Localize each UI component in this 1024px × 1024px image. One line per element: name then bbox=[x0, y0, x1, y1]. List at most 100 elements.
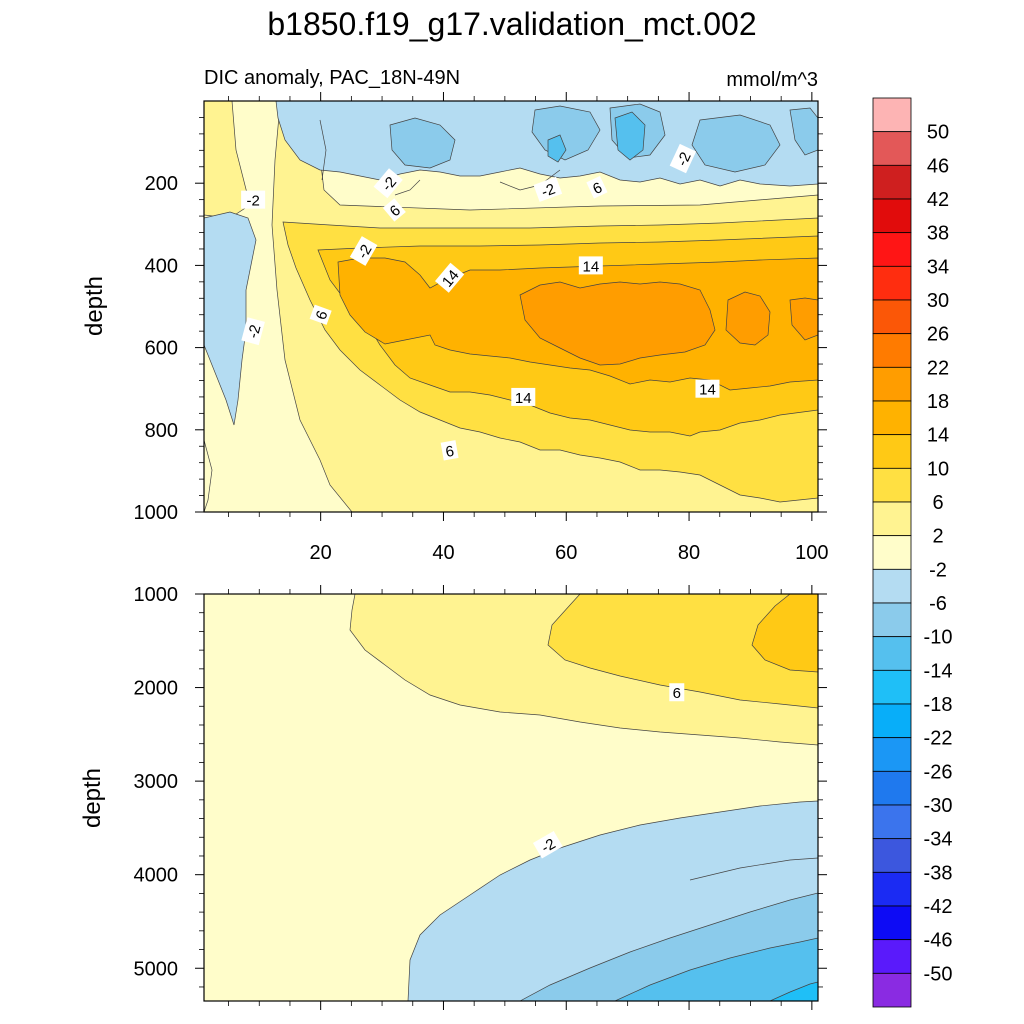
colorbar-level-label: 38 bbox=[927, 223, 949, 245]
contour-label-text: -2 bbox=[539, 181, 557, 202]
colorbar-swatch bbox=[872, 838, 912, 873]
contour-label: 14 bbox=[434, 262, 465, 293]
colorbar-level-label: -22 bbox=[924, 728, 953, 750]
lower-panel: 1000 2000 3000 4000 5000 6 -2 depth bbox=[79, 584, 827, 1010]
upper-panel: 20 40 60 80 100 200 400 600 800 1000 -2 -2 -2 -2 -2 -2… bbox=[81, 92, 829, 564]
y-tick-label: 400 bbox=[145, 255, 178, 277]
contour-label-box bbox=[382, 198, 406, 222]
y-tick-label: 5000 bbox=[134, 958, 179, 980]
colorbar-level-label: 6 bbox=[932, 492, 943, 514]
y-tick-label: 1000 bbox=[134, 502, 179, 524]
y-tick-label: 2000 bbox=[134, 678, 179, 700]
upper-contour-fills bbox=[204, 101, 818, 512]
lower-contour-fills bbox=[204, 594, 818, 1001]
colorbar-level-label: -18 bbox=[924, 694, 953, 716]
x-tick-label: 80 bbox=[678, 542, 700, 564]
contour-label: -2 bbox=[532, 830, 563, 859]
contour-fill-neg6 bbox=[389, 103, 818, 173]
contour-label: -2 bbox=[669, 143, 697, 174]
contour-label-text: -2 bbox=[245, 323, 265, 340]
colorbar-level-label: -30 bbox=[924, 795, 953, 817]
contour-label-box bbox=[511, 387, 536, 406]
colorbar-level-label: -46 bbox=[924, 930, 953, 952]
contour-label-text: 6 bbox=[673, 685, 681, 702]
upper-y-axis-label: depth bbox=[81, 276, 108, 336]
colorbar-swatch bbox=[872, 131, 912, 166]
colorbar-level-label: -14 bbox=[924, 660, 953, 682]
lower-y-axis-label: depth bbox=[79, 768, 106, 828]
x-tick-label: 60 bbox=[555, 542, 577, 564]
contour-label-box bbox=[241, 190, 266, 209]
colorbar-level-label: 18 bbox=[927, 391, 949, 413]
colorbar-swatch bbox=[872, 770, 912, 806]
contour-label-box bbox=[434, 262, 465, 293]
contour-label-text: -2 bbox=[246, 193, 259, 210]
colorbar-swatch bbox=[872, 636, 912, 671]
panel-subtitle: DIC anomaly, PAC_18N-49N bbox=[204, 67, 460, 89]
colorbar-swatch bbox=[872, 703, 912, 739]
contour-label-box bbox=[373, 168, 403, 199]
contour-label-box bbox=[578, 256, 603, 275]
contour-label-box bbox=[695, 379, 720, 398]
colorbar-level-label: -42 bbox=[924, 896, 953, 918]
contour-label-box bbox=[349, 236, 378, 266]
colorbar-level-label: 42 bbox=[927, 189, 949, 211]
contour-fill-lower-10 bbox=[751, 594, 818, 673]
contour-label: -2 bbox=[373, 168, 403, 199]
colorbar-swatch bbox=[872, 939, 912, 974]
contour-fill-neg2-left bbox=[204, 211, 257, 426]
contour-label: 6 bbox=[309, 304, 332, 325]
contour-label-box bbox=[309, 304, 332, 325]
colorbar-swatch bbox=[872, 568, 912, 604]
contour-label: 14 bbox=[578, 256, 603, 275]
colorbar-swatch bbox=[872, 602, 912, 638]
contour-label-box bbox=[532, 830, 563, 859]
contour-label: 6 bbox=[669, 683, 685, 702]
lower-contour-labels: 6 -2 bbox=[532, 683, 685, 859]
contour-fill-neg10 bbox=[547, 111, 646, 163]
colorbar-level-label: 50 bbox=[927, 122, 949, 144]
lower-plot-frame bbox=[203, 593, 819, 1002]
contour-fill-lower-neg10 bbox=[614, 937, 818, 1001]
colorbar-level-label: 2 bbox=[932, 526, 943, 548]
colorbar-level-label: -38 bbox=[924, 862, 953, 884]
upper-contour-lines bbox=[204, 119, 561, 512]
upper-axes: 20 40 60 80 100 200 400 600 800 1000 bbox=[134, 92, 829, 564]
x-tick-label: 40 bbox=[432, 542, 454, 564]
units-label: mmol/m^3 bbox=[726, 69, 818, 91]
colorbar-swatch bbox=[872, 333, 912, 368]
colorbar-swatch bbox=[872, 400, 912, 436]
colorbar-level-label: -50 bbox=[924, 963, 953, 985]
colorbar-level-label: -26 bbox=[924, 761, 953, 783]
colorbar-swatch bbox=[872, 905, 912, 941]
contour-fill-lower-6 bbox=[547, 594, 818, 709]
colorbar-level-label: 22 bbox=[927, 357, 949, 379]
colorbar-swatch bbox=[872, 972, 912, 1008]
contour-label-text: 6 bbox=[444, 443, 455, 461]
colorbar-swatch bbox=[872, 198, 912, 234]
contour-label-box bbox=[241, 317, 265, 346]
x-tick-label: 100 bbox=[795, 542, 828, 564]
contour-label: 14 bbox=[511, 387, 536, 407]
colorbar-level-label: -6 bbox=[929, 593, 947, 615]
contour-label-text: 14 bbox=[515, 390, 532, 407]
contour-label-text: 14 bbox=[699, 382, 716, 399]
y-tick-label: 1000 bbox=[134, 584, 179, 606]
contour-label-box bbox=[669, 143, 697, 174]
colorbar-swatch bbox=[872, 366, 912, 402]
colorbar-swatch bbox=[872, 232, 912, 267]
contour-label-box bbox=[669, 683, 685, 702]
y-tick-label: 200 bbox=[145, 173, 178, 195]
colorbar-level-label: -34 bbox=[924, 829, 953, 851]
contour-label: 14 bbox=[695, 379, 720, 399]
y-tick-label: 4000 bbox=[134, 865, 179, 887]
contour-label-box bbox=[533, 176, 563, 202]
contour-label-box bbox=[586, 175, 608, 199]
colorbar-swatch bbox=[872, 265, 912, 301]
contour-label: 6 bbox=[440, 440, 459, 461]
lower-contour-lines bbox=[689, 857, 818, 881]
contour-label: -2 bbox=[241, 317, 265, 346]
y-tick-label: 3000 bbox=[134, 771, 179, 793]
colorbar-level-label: 34 bbox=[927, 256, 949, 278]
